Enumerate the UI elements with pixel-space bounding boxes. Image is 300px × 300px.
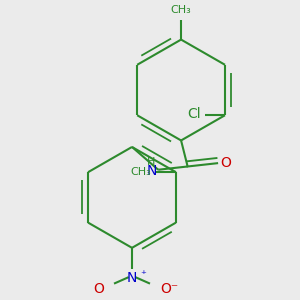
Text: CH₃: CH₃	[171, 5, 191, 15]
Text: O: O	[220, 156, 231, 170]
Text: O: O	[93, 281, 104, 296]
Text: N: N	[127, 271, 137, 285]
Text: O⁻: O⁻	[160, 281, 178, 296]
Text: Cl: Cl	[187, 106, 200, 121]
Text: N: N	[146, 164, 157, 178]
Text: CH₃: CH₃	[130, 167, 152, 177]
Text: ⁺: ⁺	[140, 270, 146, 280]
Text: H: H	[146, 157, 155, 167]
